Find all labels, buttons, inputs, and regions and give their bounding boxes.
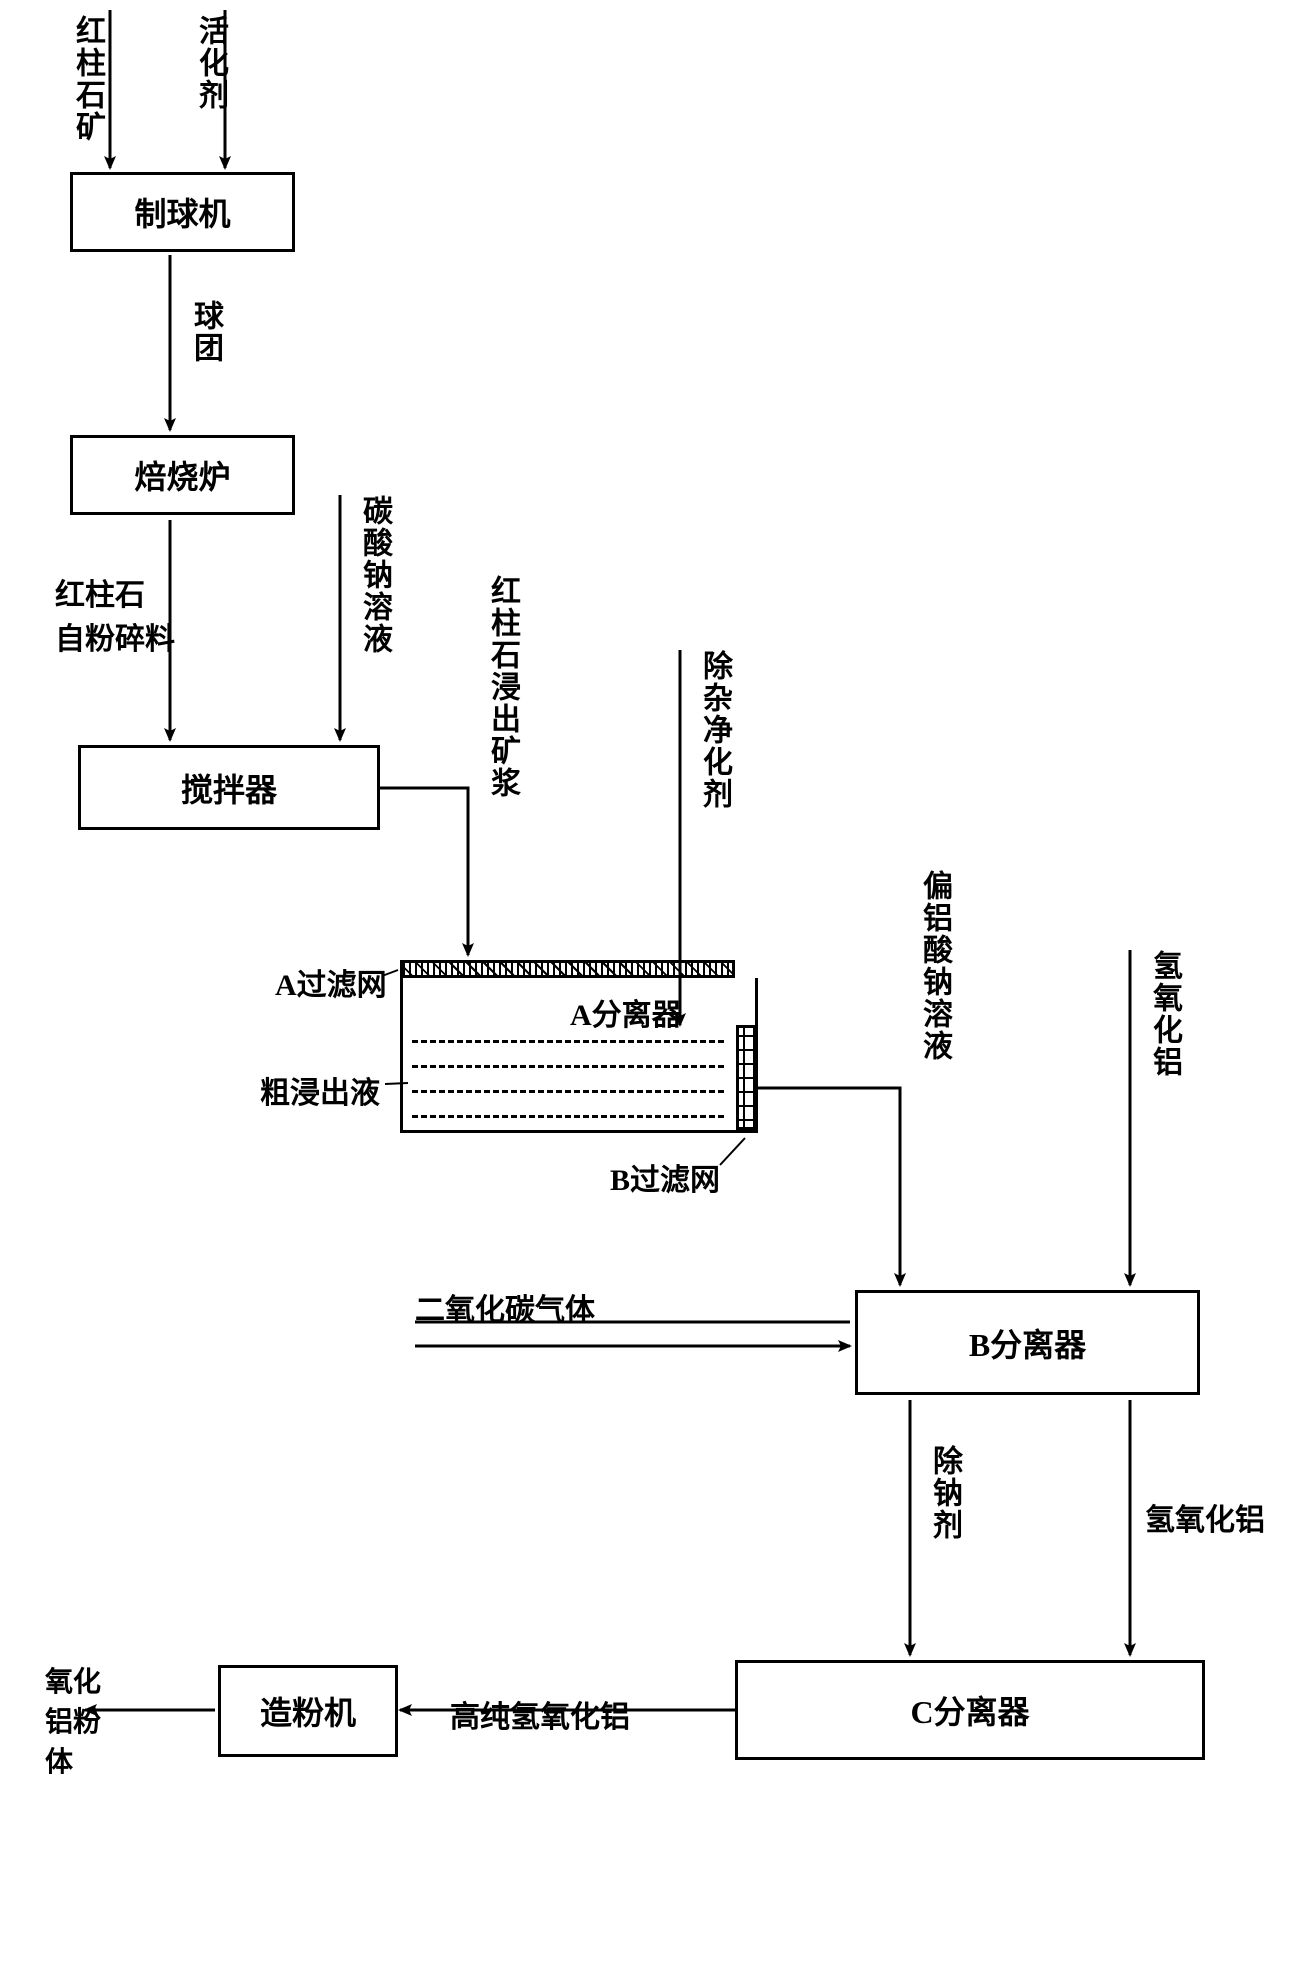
box-separator-c: C分离器 — [735, 1660, 1205, 1760]
box-separator-c-label: C分离器 — [910, 1687, 1029, 1733]
box-mixer: 搅拌器 — [78, 745, 380, 830]
label-sodium-aluminate: 偏铝酸钠溶液 — [912, 870, 956, 1062]
separator-a-container: A分离器 — [400, 960, 758, 1140]
label-leached-slurry: 红柱石浸出矿浆 — [480, 575, 524, 799]
label-self-crushed: 红柱石 自粉碎料 — [55, 570, 195, 658]
label-sodium-remover: 除钠剂 — [922, 1445, 966, 1541]
dash-1 — [412, 1040, 724, 1043]
box-separator-b: B分离器 — [855, 1290, 1200, 1395]
filter-b-mesh — [736, 1025, 758, 1130]
dash-3 — [412, 1090, 724, 1093]
label-pellets: 球团 — [183, 300, 227, 364]
label-filter-b: B过滤网 — [610, 1155, 720, 1199]
label-alh-output: 氢氧化铝 — [1145, 1495, 1265, 1539]
label-alh-input: 氢氧化铝 — [1142, 950, 1186, 1078]
dash-2 — [412, 1065, 724, 1068]
label-activator-input: 活化剂 — [188, 15, 232, 111]
label-sodium-carbonate: 碳酸钠溶液 — [352, 495, 396, 655]
label-separator-a: A分离器 — [570, 990, 682, 1034]
label-self-crushed-l2: 自粉碎料 — [55, 614, 195, 658]
box-pelletizer-label: 制球机 — [134, 189, 230, 235]
label-ore-input: 红柱石矿 — [65, 15, 109, 143]
box-separator-b-label: B分离器 — [969, 1320, 1086, 1366]
box-mixer-label: 搅拌器 — [181, 765, 277, 811]
box-roaster-label: 焙烧炉 — [134, 452, 230, 498]
label-co2: 二氧化碳气体 — [415, 1285, 595, 1329]
box-pelletizer: 制球机 — [70, 172, 295, 252]
label-self-crushed-l1: 红柱石 — [55, 570, 195, 614]
box-pulverizer-label: 造粉机 — [260, 1688, 356, 1734]
label-crude-leachate: 粗浸出液 — [260, 1068, 380, 1112]
box-pulverizer: 造粉机 — [218, 1665, 398, 1757]
label-purifier: 除杂净化剂 — [692, 650, 736, 810]
dash-4 — [412, 1115, 724, 1118]
label-alumina-output: 氧化铝粉体 — [45, 1660, 120, 1780]
label-filter-a: A过滤网 — [275, 960, 387, 1004]
filter-a-mesh — [400, 960, 735, 978]
box-roaster: 焙烧炉 — [70, 435, 295, 515]
label-high-purity: 高纯氢氧化铝 — [450, 1692, 630, 1736]
